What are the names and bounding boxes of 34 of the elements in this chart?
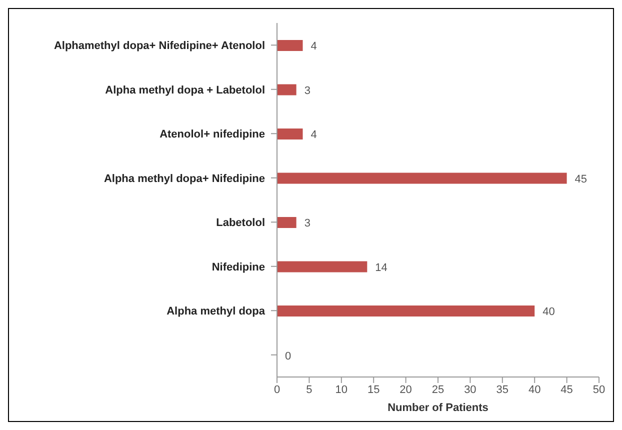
x-tick-label: 45 <box>560 384 573 396</box>
x-tick-label: 35 <box>496 384 509 396</box>
bar <box>277 306 535 316</box>
x-tick-label: 15 <box>367 384 380 396</box>
y-tick-label: Alpha methyl dopa + Labetolol <box>105 84 265 96</box>
bar <box>277 128 303 140</box>
x-axis-title: Number of Patients <box>388 402 488 414</box>
data-label: 4 <box>310 129 317 141</box>
data-label: 40 <box>542 306 555 318</box>
y-tick-label: Labetolol <box>216 217 265 230</box>
y-tick-label: Alpha methyl dopa <box>166 306 266 318</box>
data-label: 14 <box>375 262 388 274</box>
bar <box>277 40 303 51</box>
bar <box>277 261 368 272</box>
x-tick-label: 30 <box>464 384 476 396</box>
bar <box>277 84 296 96</box>
x-tick-label: 5 <box>306 384 312 396</box>
x-tick-label: 0 <box>274 384 280 396</box>
x-tick-label: 25 <box>432 384 444 396</box>
y-tick-label: Atenolol+ nifedipine <box>160 128 265 141</box>
x-tick-label: 40 <box>528 384 541 396</box>
y-tick-label: Nifedipine <box>212 261 265 274</box>
x-tick-label: 20 <box>400 384 412 396</box>
bar <box>277 172 567 184</box>
data-label: 4 <box>310 40 317 52</box>
x-tick-label: 10 <box>335 384 348 396</box>
data-label: 3 <box>304 84 310 97</box>
y-tick-label: Alpha methyl dopa+ Nifedipine <box>104 172 265 185</box>
y-tick-label: Alphamethyl dopa+ Nifedipine+ Atenolol <box>54 40 265 52</box>
data-label: 45 <box>574 173 588 186</box>
x-tick-label: 50 <box>592 384 606 396</box>
bar <box>277 217 296 228</box>
data-label: 3 <box>304 218 310 230</box>
data-label: 0 <box>285 350 292 362</box>
